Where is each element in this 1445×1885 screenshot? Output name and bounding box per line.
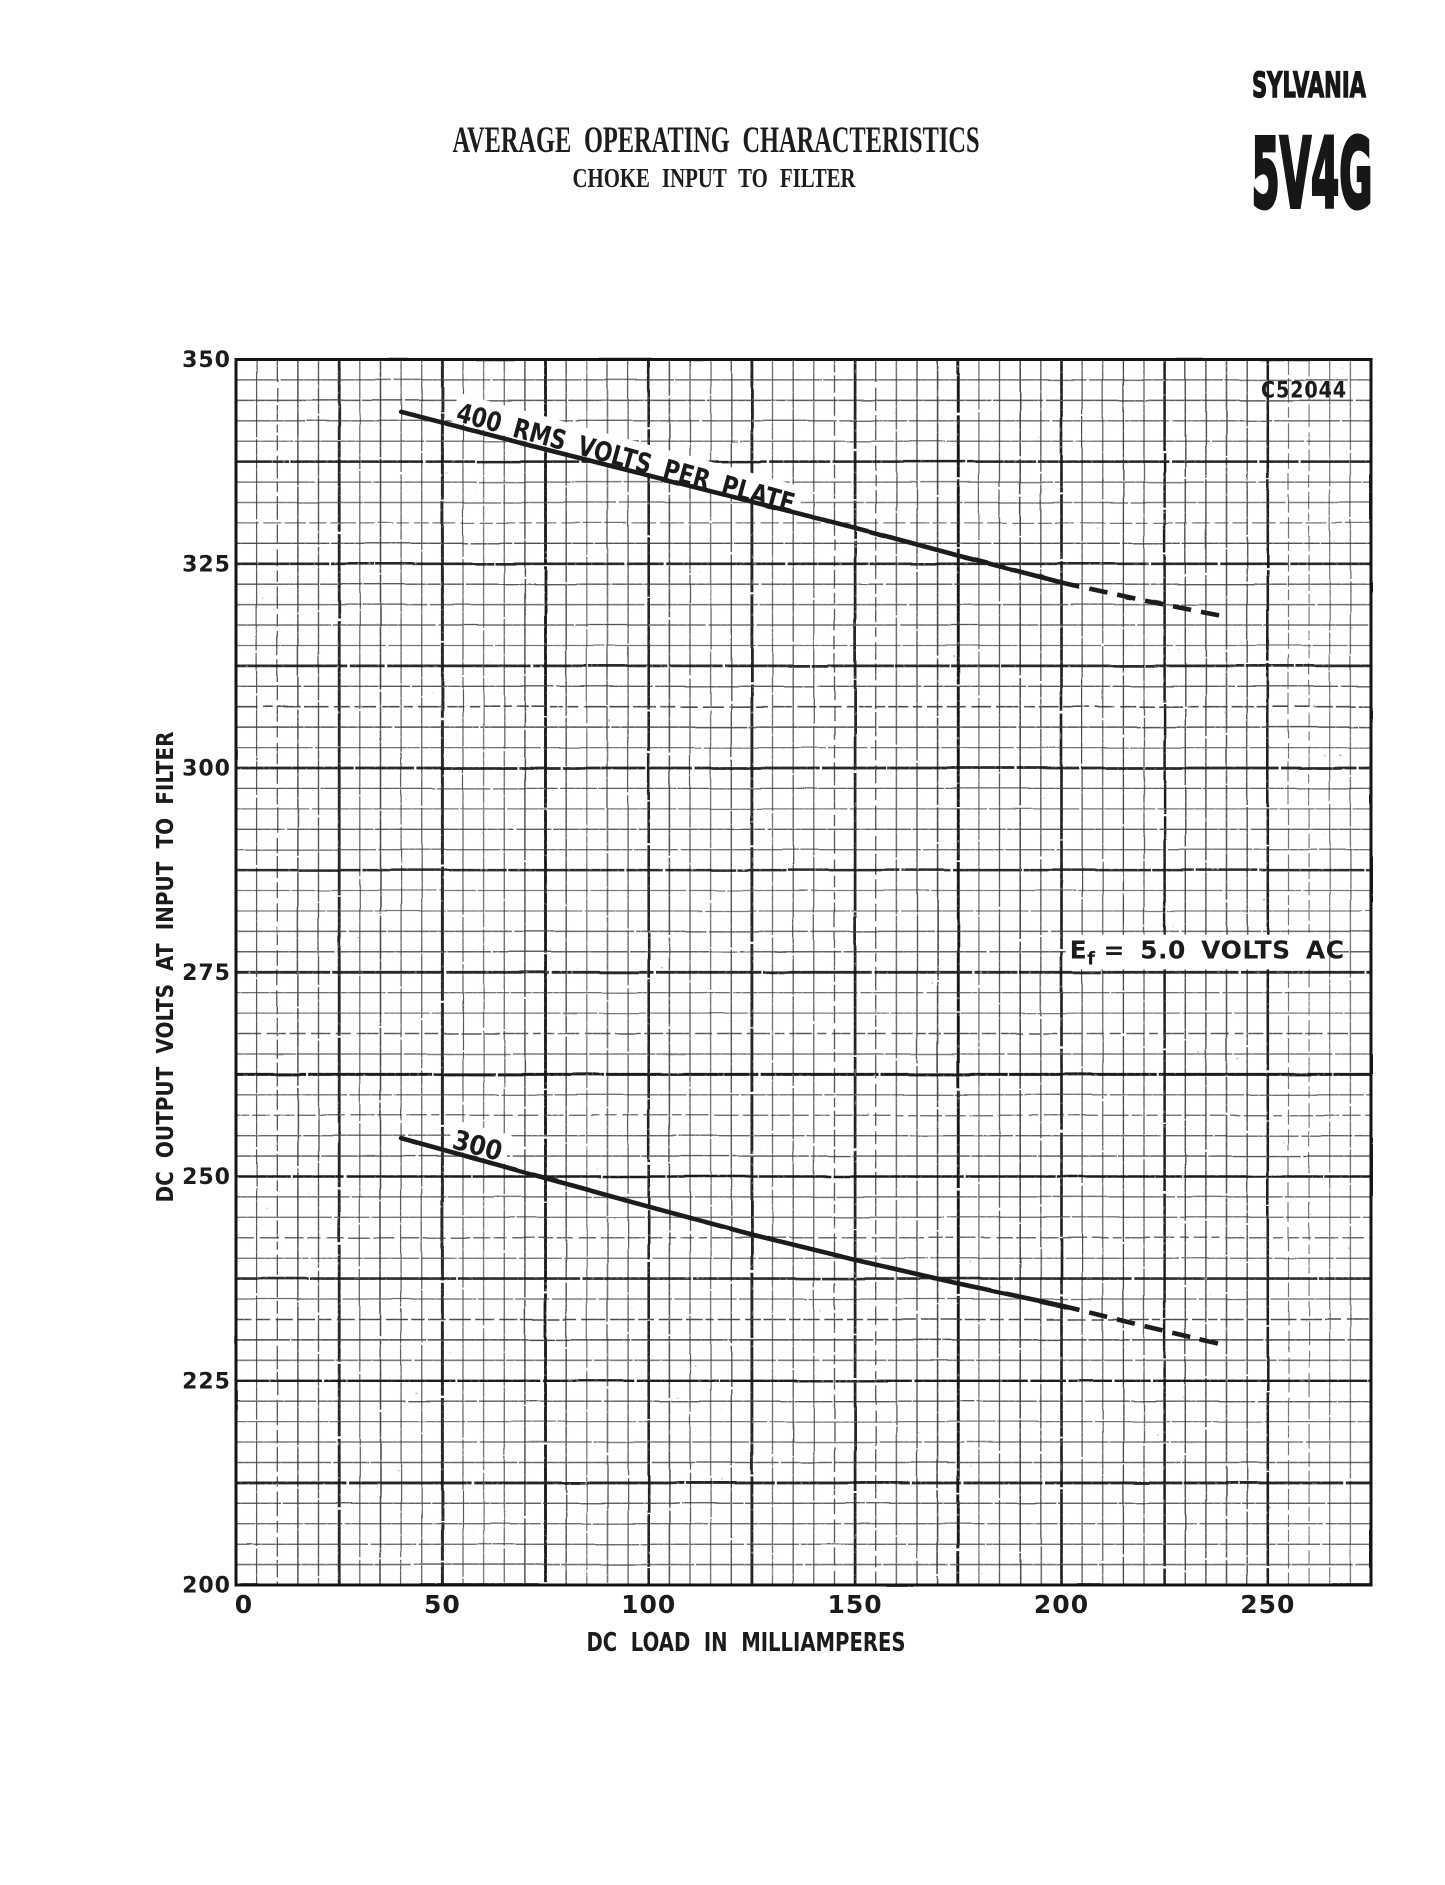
brand-logo: SYLVANIA	[1252, 66, 1366, 106]
x-tick-label: 250	[1240, 1590, 1295, 1619]
y-tick-label: 225	[182, 1369, 231, 1394]
curve-solid	[398, 1135, 1064, 1308]
series-400v	[398, 409, 1227, 620]
x-tick-label: 150	[828, 1590, 883, 1619]
x-tick-label: 200	[1034, 1590, 1089, 1619]
tube-type: 5V4G	[1252, 118, 1373, 230]
curve-label-whiteout	[450, 392, 805, 516]
curve-label-whiteout	[446, 1119, 513, 1164]
y-tick-label: 300	[182, 757, 231, 782]
y-tick-label: 350	[182, 348, 231, 373]
page-subtitle: CHOKE INPUT TO FILTER	[573, 163, 856, 193]
x-tick-label: 50	[424, 1590, 461, 1619]
x-tick-label: 100	[621, 1590, 676, 1619]
whiteout-layer	[446, 392, 805, 1164]
plot-layer: Ef = 5.0 VOLTS AC C52044	[234, 358, 1373, 1587]
y-tick-label: 200	[182, 1574, 231, 1599]
scan-pepper-overlay	[236, 359, 1371, 1585]
series-300v	[398, 1135, 1228, 1348]
y-tick-label: 250	[182, 1165, 231, 1190]
filament-annotation: Ef = 5.0 VOLTS AC	[1070, 935, 1345, 969]
grid-layer	[234, 358, 1373, 1587]
plot-border	[234, 358, 1373, 1587]
curve-solid	[398, 409, 1064, 585]
annotation-whiteout	[1065, 934, 1327, 970]
x-tick-label: 0	[235, 1590, 253, 1619]
x-axis-title: DC LOAD IN MILLIAMPERES	[587, 1628, 906, 1658]
y-axis-title: DC OUTPUT VOLTS AT INPUT TO FILTER	[153, 731, 179, 1202]
drawing-number: C52044	[1261, 378, 1347, 404]
y-tick-label: 325	[182, 552, 231, 577]
y-tick-label: 275	[182, 961, 231, 986]
page-title: AVERAGE OPERATING CHARACTERISTICS	[453, 120, 980, 161]
